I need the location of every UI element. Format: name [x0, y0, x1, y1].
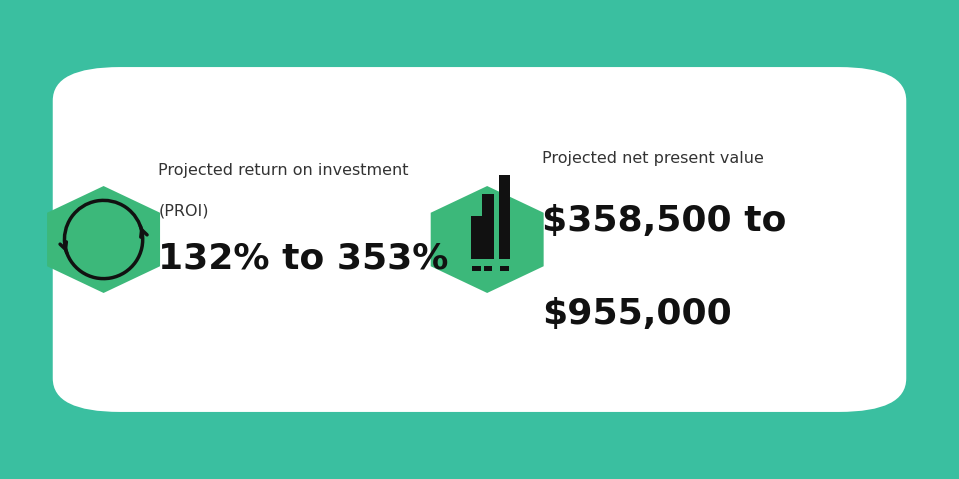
Text: Projected return on investment: Projected return on investment: [158, 163, 409, 178]
Polygon shape: [431, 186, 544, 293]
Text: Projected net present value: Projected net present value: [542, 151, 763, 166]
Text: $955,000: $955,000: [542, 297, 732, 331]
Text: $358,500 to: $358,500 to: [542, 204, 786, 238]
Bar: [484, 266, 493, 271]
Bar: [482, 194, 494, 259]
Text: (PROI): (PROI): [158, 204, 209, 218]
Bar: [472, 266, 480, 271]
Polygon shape: [47, 186, 160, 293]
Bar: [471, 216, 482, 259]
Bar: [499, 175, 510, 259]
Bar: [501, 266, 509, 271]
Text: 132% to 353%: 132% to 353%: [158, 242, 449, 276]
FancyBboxPatch shape: [53, 67, 906, 412]
